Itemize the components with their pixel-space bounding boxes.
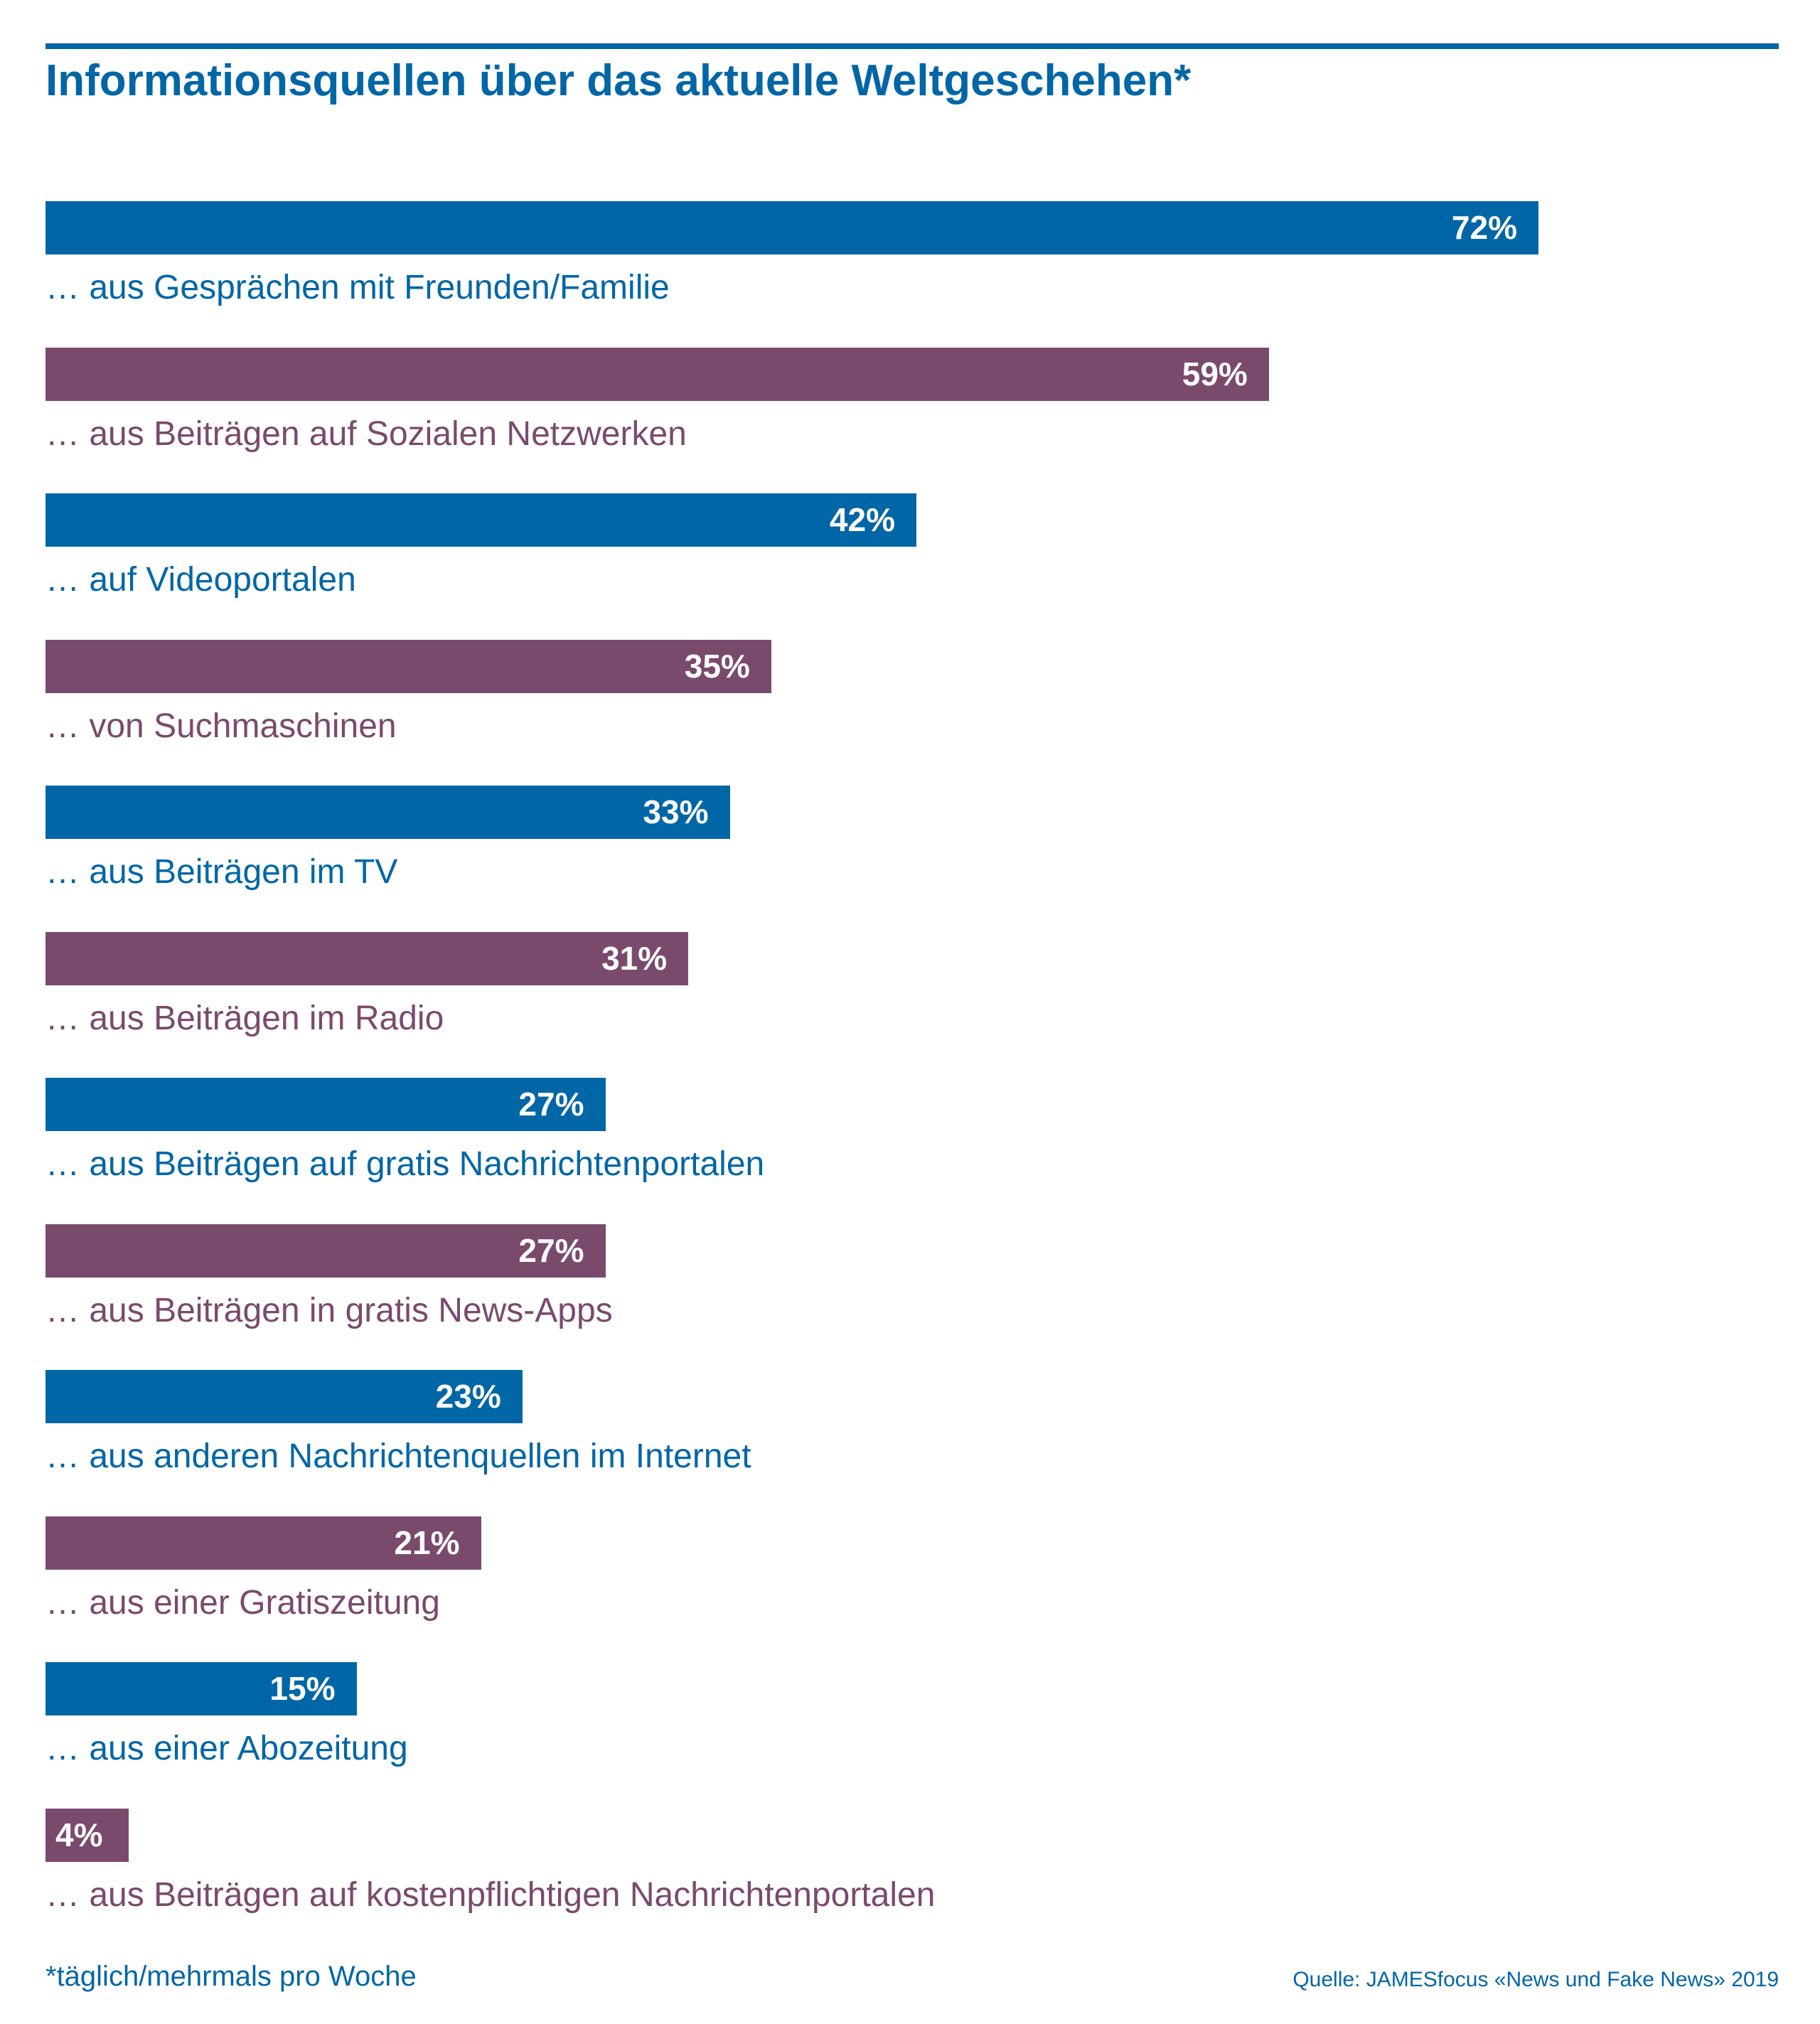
bar: 4% — [46, 1808, 129, 1862]
bar: 35% — [46, 639, 771, 693]
bar-value-label: 21% — [394, 1524, 460, 1561]
bar: 21% — [46, 1516, 481, 1570]
category-label: … aus Beiträgen im TV — [46, 853, 398, 891]
category-label: … auf Videoportalen — [46, 561, 356, 599]
category-label: … aus einer Abozeitung — [46, 1730, 408, 1767]
bar-value-label: 72% — [1451, 209, 1517, 246]
bar: 59% — [46, 347, 1269, 401]
bar: 72% — [46, 201, 1538, 255]
category-label: … aus anderen Nachrichtenquellen im Inte… — [46, 1437, 751, 1475]
bar-value-label: 42% — [829, 501, 895, 538]
source-note: Quelle: JAMESfocus «News und Fake News» … — [1292, 1968, 1779, 1991]
category-label: … aus Beiträgen im Radio — [46, 999, 444, 1037]
bar-value-label: 35% — [684, 647, 750, 685]
bar-value-label: 31% — [601, 939, 668, 977]
bar-value-label: 33% — [643, 793, 709, 830]
category-label: … aus Beiträgen in gratis News-Apps — [46, 1291, 613, 1329]
category-label: … aus Gesprächen mit Freunden/Familie — [46, 269, 670, 306]
bar-value-label: 4% — [55, 1816, 103, 1853]
bar: 31% — [46, 931, 689, 985]
category-label: … aus Beiträgen auf Sozialen Netzwerken — [46, 414, 687, 453]
category-label: … aus Beiträgen auf gratis Nachrichtenpo… — [46, 1145, 765, 1183]
title-rule — [46, 43, 1779, 49]
bar-value-label: 59% — [1182, 355, 1248, 392]
bar: 23% — [46, 1370, 523, 1423]
chart-title: Informationsquellen über das aktuelle We… — [46, 56, 1192, 105]
bar-value-label: 27% — [518, 1231, 584, 1269]
bar: 15% — [46, 1662, 357, 1715]
bar-value-label: 23% — [435, 1378, 501, 1415]
bar: 42% — [46, 493, 916, 547]
category-label: … aus einer Gratiszeitung — [46, 1583, 440, 1622]
bar-value-label: 15% — [269, 1670, 336, 1707]
category-label: … von Suchmaschinen — [46, 707, 397, 745]
bar: 27% — [46, 1078, 606, 1131]
bar-value-label: 27% — [518, 1086, 584, 1123]
bar: 33% — [46, 786, 730, 839]
bar: 27% — [46, 1223, 606, 1278]
footnote: *täglich/mehrmals pro Woche — [46, 1961, 417, 1992]
category-label: … aus Beiträgen auf kostenpflichtigen Na… — [46, 1875, 936, 1914]
